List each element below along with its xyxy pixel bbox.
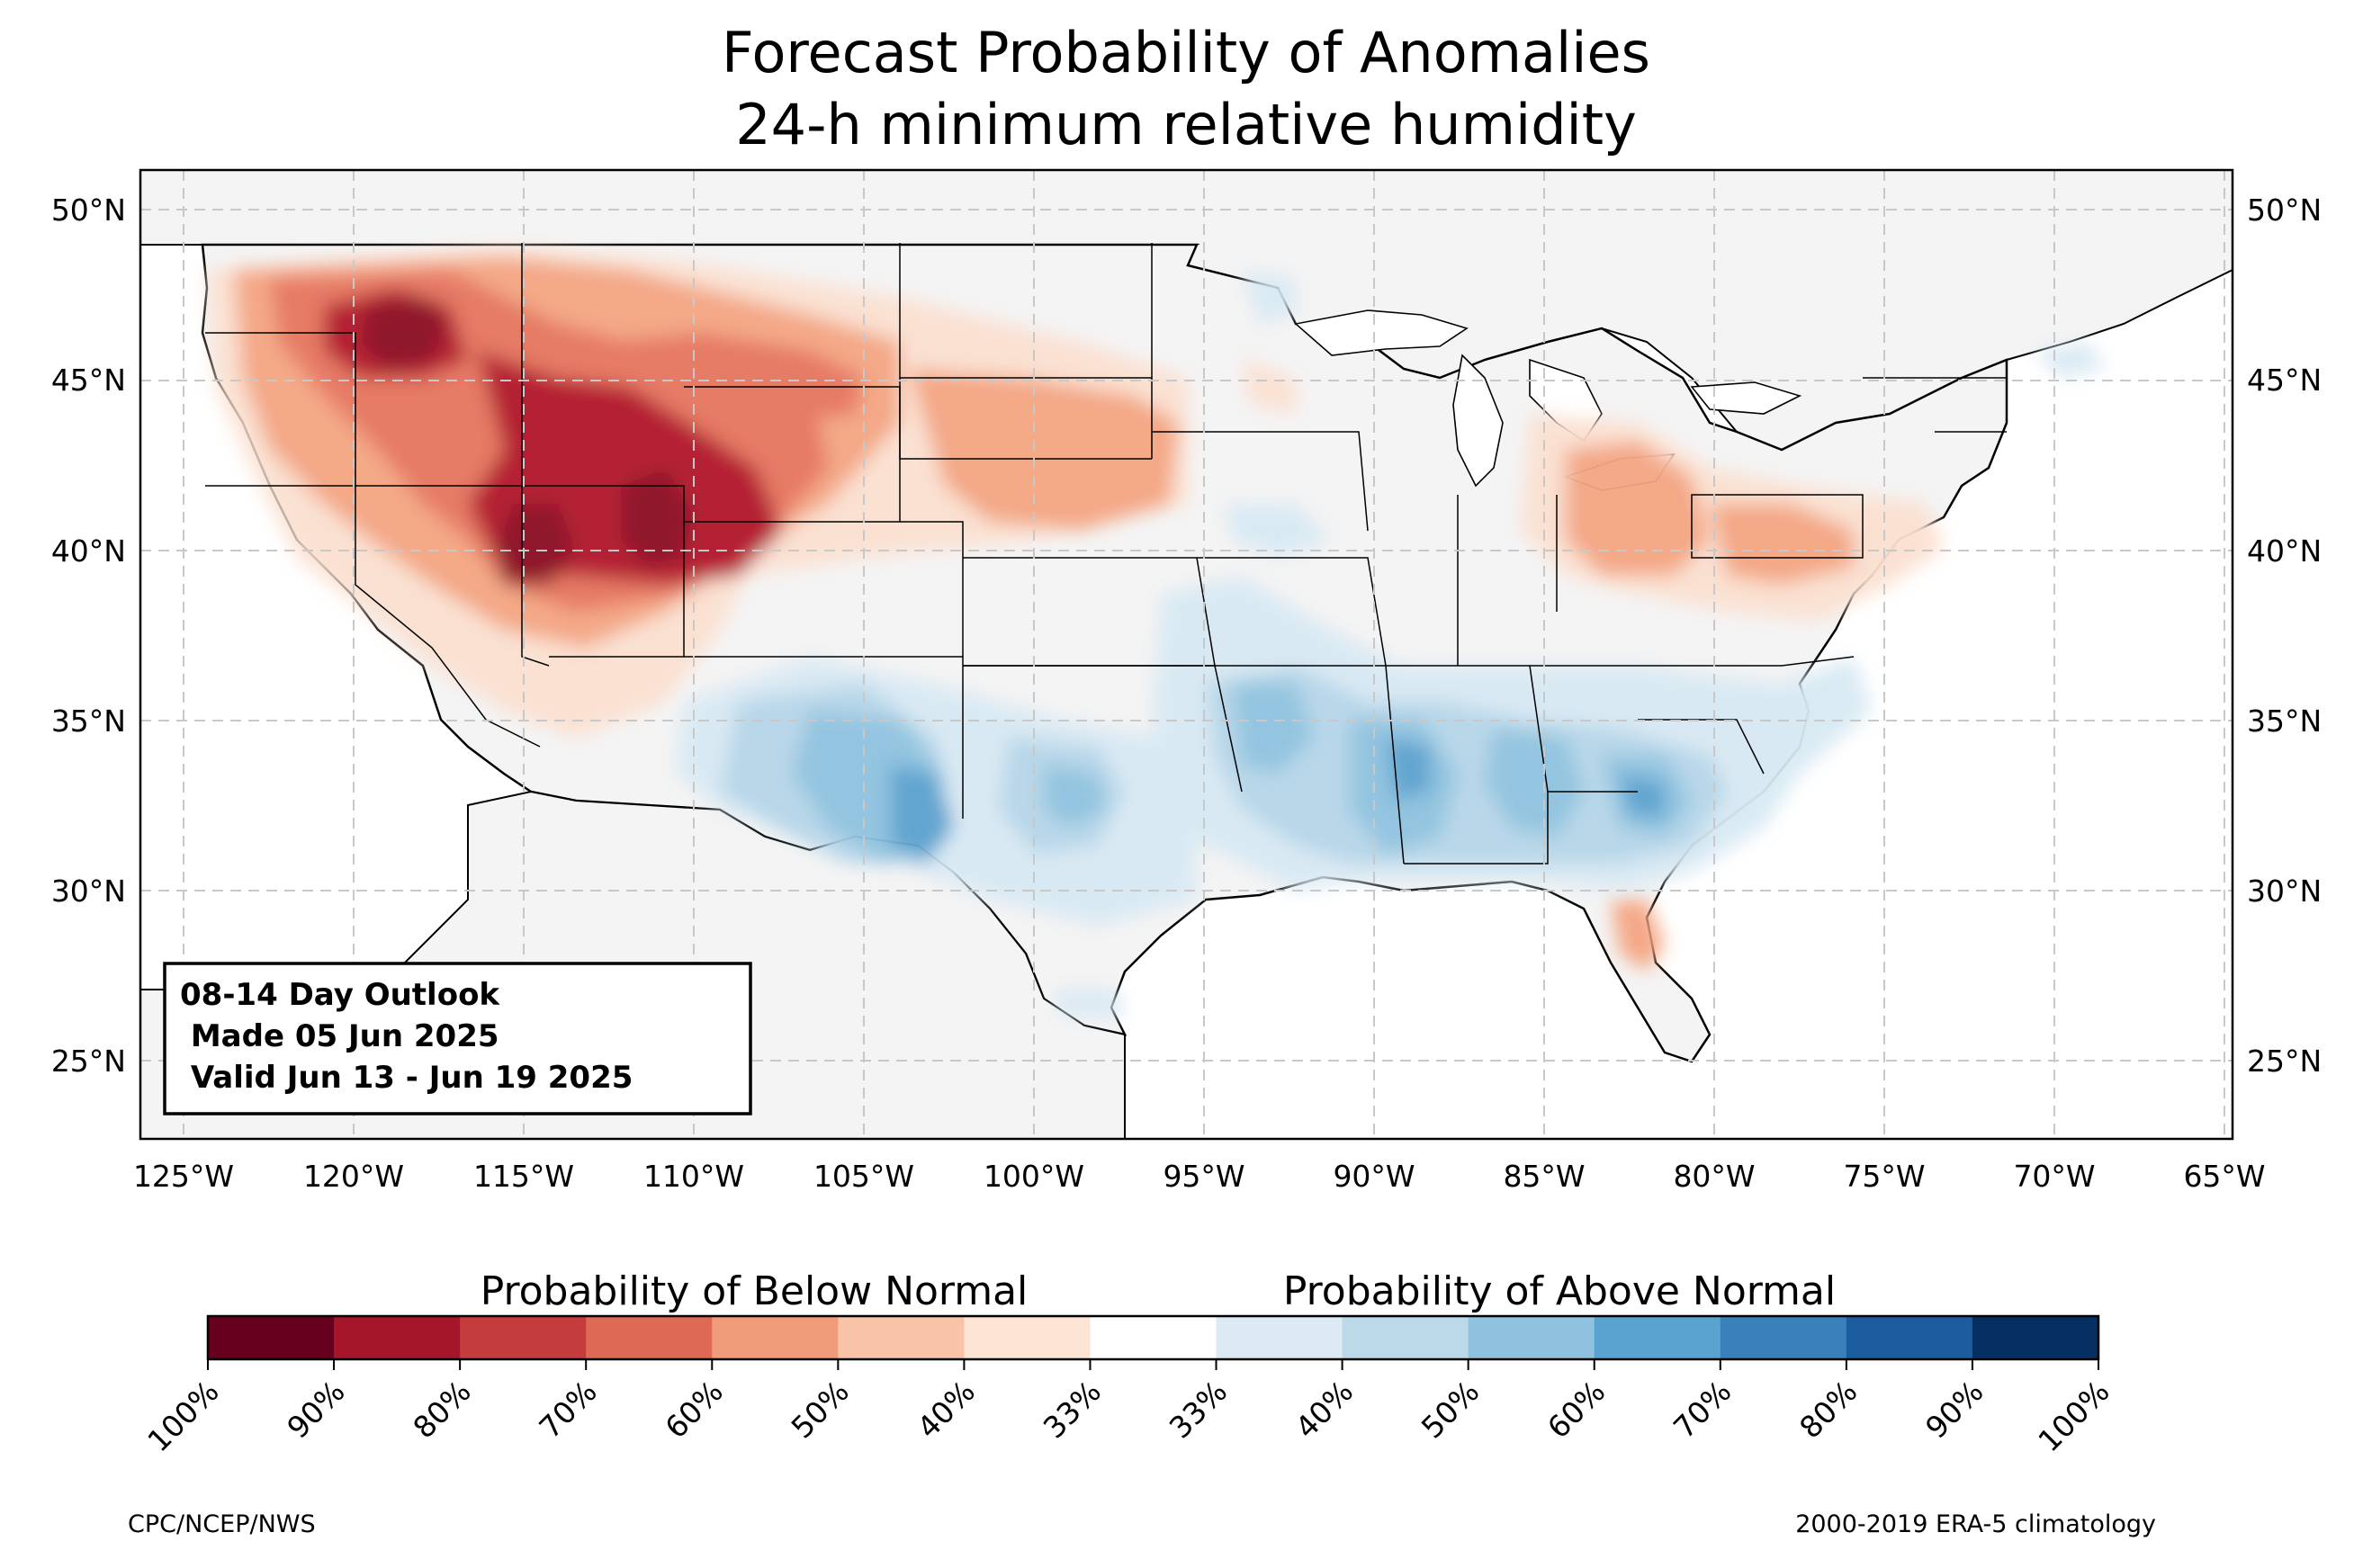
colorbar-swatch [208, 1316, 335, 1359]
lat-label: 35°N [2247, 703, 2322, 739]
colorbar-tick-label: 100% [140, 1374, 225, 1458]
colorbar-below-label: Probability of Below Normal [481, 1268, 1029, 1314]
title-line-1: Forecast Probability of Anomalies [722, 20, 1650, 85]
colorbar-tick-label: 70% [532, 1374, 603, 1445]
colorbar-swatch [334, 1316, 461, 1359]
colorbar-swatch [1594, 1316, 1721, 1359]
colorbar-tick-label: 80% [1792, 1374, 1864, 1445]
lat-label: 45°N [2247, 363, 2322, 398]
colorbar-tick-label: 60% [658, 1374, 729, 1445]
footer-source: CPC/NCEP/NWS [128, 1510, 316, 1538]
lat-label: 50°N [51, 193, 126, 228]
lat-label: 35°N [51, 703, 126, 739]
colorbar-tick-label: 60% [1541, 1374, 1612, 1445]
colorbar-swatch [964, 1316, 1091, 1359]
colorbar-swatch [1468, 1316, 1595, 1359]
lat-label: 40°N [51, 533, 126, 569]
outlook-info-box: 08-14 Day Outlook Made 05 Jun 2025 Valid… [163, 962, 752, 1116]
map-panel [140, 170, 2233, 1139]
colorbar-tick-label: 90% [280, 1374, 351, 1445]
lat-label: 30°N [2247, 874, 2322, 909]
colorbar-swatch [460, 1316, 587, 1359]
lon-labels: 125°W 120°W 115°W 110°W 105°W 100°W 95°W… [133, 1159, 2266, 1194]
colorbar-swatch [1972, 1316, 2099, 1359]
lat-labels-left: 50°N 45°N 40°N 35°N 30°N 25°N [51, 193, 126, 1079]
lon-label: 70°W [2013, 1159, 2095, 1194]
lon-label: 110°W [643, 1159, 744, 1194]
colorbar-tick-label: 100% [2031, 1374, 2116, 1458]
colorbar-swatches [208, 1316, 2099, 1359]
lon-label: 100°W [984, 1159, 1084, 1194]
outlook-valid-dates: Valid Jun 13 - Jun 19 2025 [180, 1060, 633, 1096]
outlook-made-date: Made 05 Jun 2025 [180, 1018, 499, 1054]
lat-label: 30°N [51, 874, 126, 909]
lat-label: 25°N [51, 1044, 126, 1079]
colorbar-tick-label: 50% [785, 1374, 856, 1445]
lon-label: 105°W [813, 1159, 914, 1194]
lon-label: 125°W [133, 1159, 234, 1194]
colorbar: Probability of Below Normal Probability … [140, 1268, 2116, 1458]
colorbar-tick-label: 40% [1289, 1374, 1360, 1445]
colorbar-tick-label: 70% [1667, 1374, 1738, 1445]
colorbar-tick-label: 50% [1415, 1374, 1486, 1445]
colorbar-tick-label: 33% [1163, 1374, 1234, 1445]
lon-label: 95°W [1163, 1159, 1244, 1194]
colorbar-tick-label: 90% [1918, 1374, 1990, 1445]
colorbar-swatch [1216, 1316, 1343, 1359]
lon-label: 75°W [1843, 1159, 1925, 1194]
colorbar-tick-label: 33% [1037, 1374, 1108, 1445]
colorbar-ticks: 100% 90% 80% 70% 60% 50% 40% 33% 33% 40% 50% 60% 70%… [140, 1359, 2116, 1458]
lat-label: 25°N [2247, 1044, 2322, 1079]
lat-label: 50°N [2247, 193, 2322, 228]
lon-label: 120°W [303, 1159, 404, 1194]
colorbar-swatch [1720, 1316, 1847, 1359]
colorbar-above-label: Probability of Above Normal [1283, 1268, 1836, 1314]
colorbar-outline [206, 1314, 2100, 1361]
lat-label: 40°N [2247, 533, 2322, 569]
lon-label: 80°W [1673, 1159, 1755, 1194]
state-borders [205, 243, 2007, 865]
lat-labels-right: 50°N 45°N 40°N 35°N 30°N 25°N [2247, 193, 2322, 1079]
outlook-period: 08-14 Day Outlook [180, 977, 500, 1013]
above-normal-shading [675, 270, 2106, 1017]
colorbar-swatch [838, 1316, 965, 1359]
lat-label: 45°N [51, 363, 126, 398]
title-line-2: 24-h minimum relative humidity [735, 92, 1637, 157]
colorbar-swatch [586, 1316, 713, 1359]
footer-climatology: 2000-2019 ERA-5 climatology [1795, 1510, 2156, 1538]
colorbar-swatch [1846, 1316, 1973, 1359]
colorbar-swatch [1342, 1316, 1469, 1359]
colorbar-swatch [1090, 1316, 1217, 1359]
lon-label: 65°W [2183, 1159, 2265, 1194]
colorbar-swatch [712, 1316, 839, 1359]
colorbar-tick-label: 80% [406, 1374, 477, 1445]
lon-label: 90°W [1333, 1159, 1415, 1194]
lon-label: 85°W [1503, 1159, 1585, 1194]
map-frame [139, 168, 2234, 1141]
colorbar-tick-label: 40% [911, 1374, 982, 1445]
lon-label: 115°W [473, 1159, 574, 1194]
